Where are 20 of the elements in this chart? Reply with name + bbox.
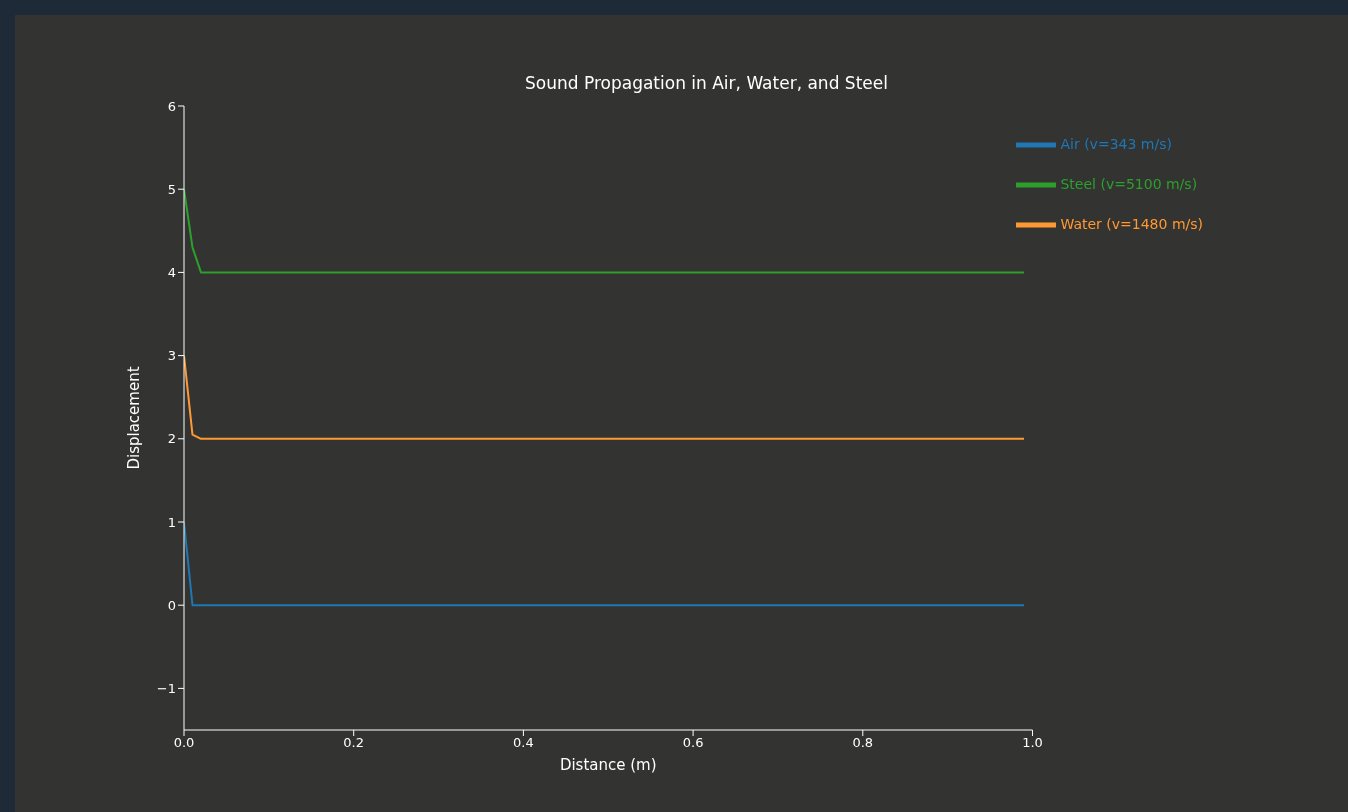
y-tick-label: 2 — [167, 431, 176, 447]
y-tick-label: 6 — [167, 98, 176, 114]
legend-label: Steel (v=5100 m/s) — [1060, 176, 1198, 192]
x-tick-label: 0.2 — [343, 735, 365, 751]
x-tick-label: 0.0 — [173, 735, 195, 751]
legend-label: Air (v=343 m/s) — [1060, 136, 1172, 152]
y-tick-label: −1 — [156, 681, 176, 697]
y-tick-label: 0 — [167, 597, 176, 613]
x-tick-label: 0.4 — [513, 735, 534, 751]
x-axis-title: Distance (m) — [559, 756, 657, 774]
x-tick-label: 0.8 — [852, 735, 874, 751]
x-tick-label: 1.0 — [1022, 735, 1043, 751]
y-axis-title: Displacement — [125, 366, 144, 470]
y-tick-label: 3 — [167, 348, 176, 364]
y-tick-label: 4 — [167, 265, 176, 281]
chart-title: Sound Propagation in Air, Water, and Steel — [524, 73, 889, 93]
legend-label: Water (v=1480 m/s) — [1060, 216, 1203, 232]
x-tick-label: 0.6 — [682, 735, 704, 751]
y-tick-label: 5 — [167, 181, 176, 197]
y-tick-label: 1 — [167, 514, 176, 530]
